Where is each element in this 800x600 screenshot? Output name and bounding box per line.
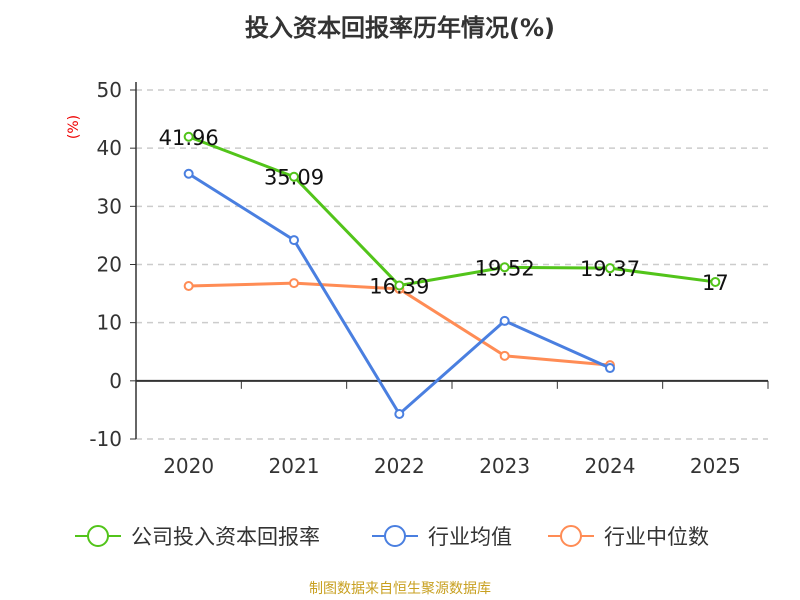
legend-marker [87, 525, 109, 547]
data-point [289, 278, 299, 289]
y-tick-label: 50 [97, 78, 122, 102]
data-point [499, 315, 510, 326]
data-point [605, 263, 615, 274]
x-tick-label: 2024 [585, 454, 636, 478]
x-tick-label: 2022 [374, 454, 425, 478]
data-point [394, 408, 405, 419]
data-point [183, 281, 194, 292]
x-tick-label: 2023 [479, 454, 530, 478]
legend-label: 公司投入资本回报率 [131, 525, 320, 549]
x-tick-label: 2020 [163, 454, 214, 478]
y-tick-label: -10 [89, 427, 122, 451]
data-label: 17 [702, 271, 729, 295]
y-tick-label: 20 [97, 253, 122, 277]
y-tick-label: 10 [97, 311, 122, 335]
data-point [499, 262, 510, 273]
data-point [183, 131, 194, 142]
legend-label: 行业中位数 [604, 525, 709, 549]
x-tick-label: 2021 [269, 454, 320, 478]
chart-title: 投入资本回报率历年情况(%) [245, 14, 555, 42]
series-line [188, 135, 716, 288]
data-point [499, 350, 510, 361]
data-label: 35.09 [264, 166, 324, 190]
data-label: 16.39 [369, 274, 429, 298]
data-label: 19.52 [475, 256, 535, 280]
data-point [394, 280, 405, 291]
legend-marker [560, 525, 582, 547]
data-point [289, 171, 299, 182]
legend-label: 行业均值 [428, 525, 512, 549]
source-footer: 制图数据来自恒生聚源数据库 [309, 581, 491, 597]
x-tick-label: 2025 [690, 454, 741, 478]
y-tick-label: 30 [97, 194, 122, 218]
data-point [710, 276, 721, 287]
data-point [183, 168, 194, 179]
data-point [605, 363, 615, 374]
data-label: 41.96 [159, 126, 219, 150]
y-tick-label: 40 [97, 136, 122, 160]
data-point [289, 235, 299, 246]
y-axis-label: (%) [66, 115, 82, 139]
y-tick-label: 0 [109, 369, 122, 393]
data-label: 19.37 [580, 257, 640, 281]
legend-marker [384, 525, 406, 547]
